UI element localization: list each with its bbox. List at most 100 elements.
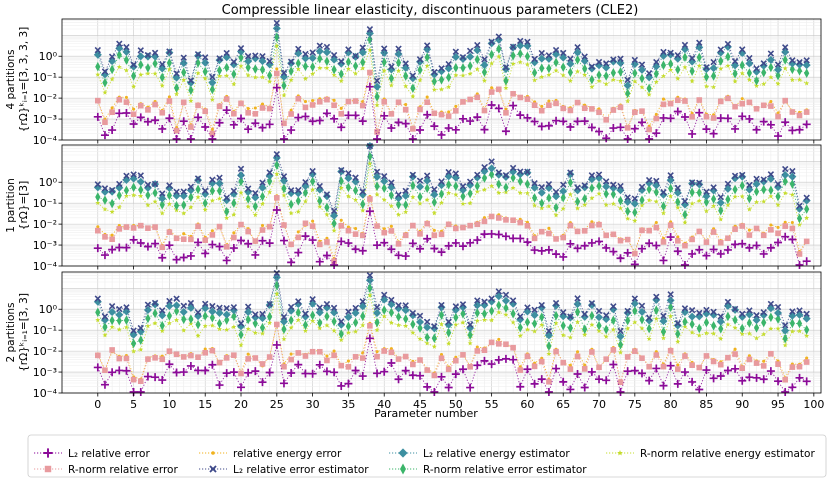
data-point xyxy=(331,352,337,359)
data-point xyxy=(180,188,187,195)
data-point xyxy=(446,179,452,190)
data-point xyxy=(151,373,160,382)
data-point xyxy=(229,368,238,377)
data-point xyxy=(94,181,102,188)
data-point xyxy=(789,109,796,115)
data-point xyxy=(295,209,301,214)
data-point xyxy=(308,117,317,126)
data-point xyxy=(681,197,689,205)
data-point xyxy=(632,109,638,116)
data-point xyxy=(295,95,302,102)
data-point xyxy=(187,299,195,307)
data-point xyxy=(309,102,316,108)
data-point xyxy=(609,360,618,369)
data-point xyxy=(202,75,208,81)
data-point xyxy=(137,102,144,109)
data-point xyxy=(544,121,553,130)
data-point xyxy=(359,44,366,51)
data-point xyxy=(109,315,115,326)
data-point xyxy=(237,45,245,52)
data-point xyxy=(709,245,718,254)
data-point xyxy=(324,311,330,322)
data-point xyxy=(474,66,480,72)
data-point xyxy=(616,332,625,341)
data-point xyxy=(660,60,667,70)
data-point xyxy=(768,185,774,196)
data-point xyxy=(110,106,114,110)
data-point xyxy=(796,307,803,314)
data-point xyxy=(229,60,238,69)
data-point xyxy=(374,129,380,135)
data-point xyxy=(488,89,495,95)
data-point xyxy=(130,111,137,118)
data-point xyxy=(574,295,581,302)
data-point xyxy=(688,306,696,314)
panel-frame xyxy=(61,144,822,267)
data-point xyxy=(382,227,386,231)
data-point xyxy=(408,311,417,320)
data-point xyxy=(388,349,395,356)
data-point xyxy=(358,117,367,126)
data-point xyxy=(316,304,323,311)
data-point xyxy=(560,192,566,203)
data-point xyxy=(438,231,445,238)
data-point xyxy=(646,363,652,370)
data-point xyxy=(574,55,581,65)
data-point xyxy=(381,67,387,73)
data-point xyxy=(674,184,681,192)
data-point xyxy=(675,204,681,210)
data-point xyxy=(330,304,338,312)
data-point xyxy=(280,69,288,77)
data-point xyxy=(451,238,460,247)
data-point xyxy=(309,296,316,303)
data-point xyxy=(274,280,280,291)
data-point xyxy=(167,95,171,99)
data-point xyxy=(481,56,488,63)
data-point xyxy=(717,193,724,201)
data-point xyxy=(96,225,100,229)
data-point xyxy=(158,376,167,385)
data-point xyxy=(394,375,403,384)
data-point xyxy=(739,310,746,318)
data-point xyxy=(681,41,689,49)
data-point xyxy=(746,307,753,314)
data-point xyxy=(245,326,251,332)
data-point xyxy=(251,367,260,376)
data-point xyxy=(453,108,459,114)
data-point xyxy=(632,78,638,84)
data-point xyxy=(530,117,539,126)
data-point xyxy=(202,300,209,308)
y-tick-label: 10⁻³ xyxy=(33,366,57,379)
data-point xyxy=(202,198,208,208)
data-point xyxy=(494,230,503,239)
data-point xyxy=(267,70,273,81)
data-point xyxy=(210,229,214,233)
data-point xyxy=(766,243,775,252)
data-point xyxy=(531,235,538,242)
data-point xyxy=(509,234,518,243)
data-point xyxy=(509,164,517,172)
data-point xyxy=(279,72,288,81)
data-point xyxy=(416,371,425,380)
data-point xyxy=(646,323,652,334)
data-point xyxy=(753,225,760,232)
data-point xyxy=(695,245,704,254)
data-point xyxy=(582,324,588,335)
data-point xyxy=(446,341,452,346)
data-point xyxy=(281,192,287,198)
data-point xyxy=(595,313,604,322)
data-point xyxy=(488,38,495,45)
data-point xyxy=(166,297,173,305)
data-point xyxy=(473,46,482,55)
data-point xyxy=(172,368,181,377)
data-point xyxy=(481,347,488,354)
data-point xyxy=(108,126,117,135)
data-point xyxy=(180,302,187,310)
data-point xyxy=(474,348,481,354)
data-point xyxy=(488,213,495,220)
data-point xyxy=(739,193,745,199)
data-point xyxy=(388,179,395,186)
data-point xyxy=(667,49,674,57)
data-point xyxy=(517,313,524,320)
data-point xyxy=(759,249,768,258)
